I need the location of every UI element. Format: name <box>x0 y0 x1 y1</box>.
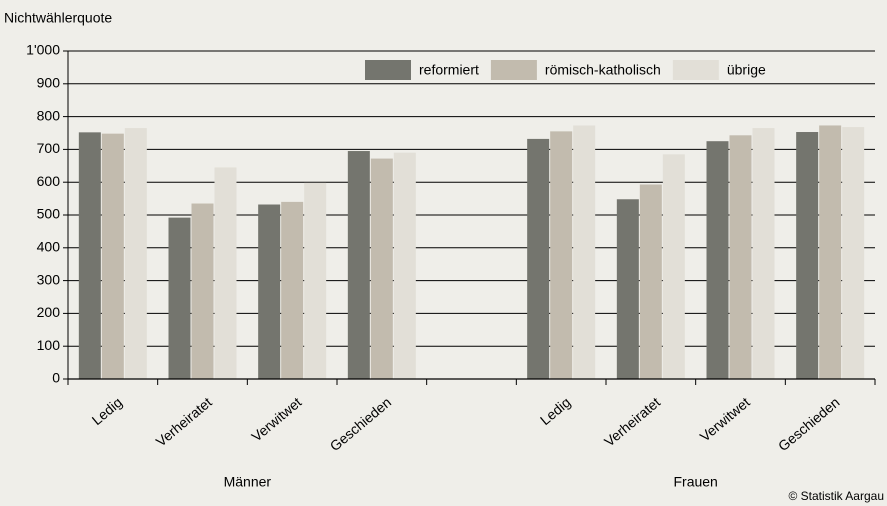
bar <box>393 152 416 379</box>
bar <box>796 132 819 379</box>
y-tick-label: 600 <box>37 173 61 189</box>
y-tick-label: 1'000 <box>26 42 60 58</box>
bar <box>752 128 775 379</box>
bar <box>191 203 214 379</box>
group-label: Frauen <box>673 474 717 490</box>
bar <box>347 151 370 379</box>
bar <box>550 131 573 379</box>
group-label: Männer <box>224 474 272 490</box>
bar <box>639 184 662 379</box>
bar <box>101 133 124 379</box>
y-tick-label: 400 <box>37 239 61 255</box>
bar <box>842 127 865 379</box>
y-tick-label: 300 <box>37 271 61 287</box>
y-tick-label: 200 <box>37 304 61 320</box>
y-tick-label: 500 <box>37 206 61 222</box>
bar <box>124 128 147 379</box>
y-tick-label: 100 <box>37 337 61 353</box>
bar <box>616 199 639 379</box>
legend-swatch <box>490 60 537 80</box>
legend-label: reformiert <box>419 62 479 78</box>
legend-label: übrige <box>727 62 766 78</box>
bar <box>214 167 237 379</box>
bar <box>729 135 752 379</box>
bar <box>370 158 393 379</box>
source: © Statistik Aargau <box>788 489 884 503</box>
bar <box>573 125 596 380</box>
y-tick-label: 900 <box>37 75 61 91</box>
bar <box>168 217 191 379</box>
bar <box>281 201 304 379</box>
bar <box>304 182 327 379</box>
y-tick-label: 0 <box>52 370 60 386</box>
bar <box>819 125 842 380</box>
bar <box>527 138 550 379</box>
y-tick-label: 800 <box>37 107 61 123</box>
legend-swatch <box>672 60 719 80</box>
y-tick-label: 700 <box>37 140 61 156</box>
bar <box>78 132 101 379</box>
y-axis-title: Nichtwählerquote <box>4 10 112 26</box>
bar <box>706 141 729 379</box>
bar <box>258 204 281 379</box>
legend-swatch <box>365 60 411 80</box>
bar <box>662 154 685 379</box>
legend-label: römisch-katholisch <box>545 62 661 78</box>
